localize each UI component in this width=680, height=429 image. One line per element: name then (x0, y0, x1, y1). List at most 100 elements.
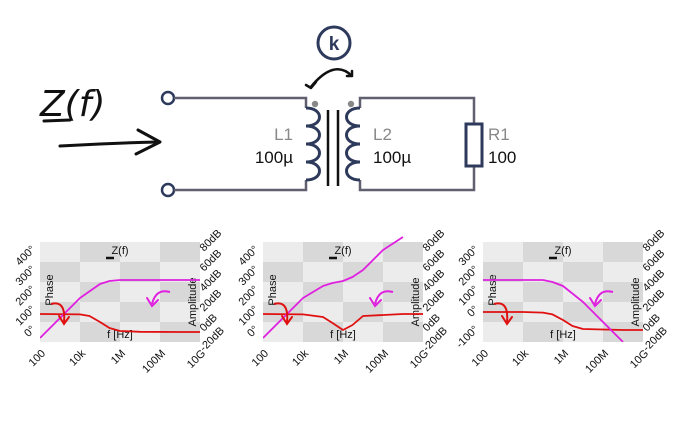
x-tick: 100M (363, 348, 391, 376)
grid-cell (343, 282, 383, 302)
amplitude-axis-label: Amplitude (410, 278, 422, 327)
y-left-tick: 0° (245, 324, 261, 340)
terminal-bottom (160, 182, 176, 198)
x-tick: 1M (332, 348, 351, 367)
grid-cell (563, 282, 603, 302)
x-tick: 1M (552, 348, 571, 367)
input-arrow-head (134, 128, 162, 156)
bode-chart-1: Z(f)0°100°200°300°400°-20dB0dB20dB40dB60… (14, 227, 227, 375)
grid-cell (483, 262, 523, 282)
grid-cell (603, 242, 643, 262)
grid-cell (383, 322, 423, 342)
amplitude-axis-label: Amplitude (187, 278, 199, 327)
amplitude-pointer-arrow (151, 290, 171, 305)
grid-cell (80, 262, 120, 282)
grid-cell (263, 262, 303, 282)
phase-pointer-head (281, 315, 293, 326)
grid-cell (383, 302, 423, 322)
phase-curve (263, 313, 423, 331)
transformer-circuit: Z(f) k L1 100µ L2 (39, 25, 516, 198)
grid-cell (120, 282, 160, 302)
grid-cell (483, 282, 523, 302)
grid-cell (303, 282, 343, 302)
x-tick: 100M (140, 348, 168, 376)
grid-cell (523, 262, 563, 282)
phase-pointer-head (58, 315, 70, 326)
grid-cell (483, 242, 523, 262)
grid-cell (120, 302, 160, 322)
grid-cell (563, 242, 603, 262)
grid-cell (263, 242, 303, 262)
y-right-tick: 80dB (641, 227, 668, 254)
grid-cell (303, 302, 343, 322)
l2-value: 100µ (373, 148, 411, 167)
y-left-tick: 200° (14, 284, 39, 309)
underline-mark (42, 118, 72, 123)
phase-axis-label: Phase (487, 274, 499, 305)
grid-cell (483, 322, 523, 342)
phase-pointer-arrow (50, 302, 66, 323)
coupling-arc (309, 68, 353, 89)
inductor-l2 (345, 106, 361, 182)
x-tick: 100 (27, 348, 48, 369)
grid-cell (603, 322, 643, 342)
phase-axis-label: Phase (267, 274, 279, 305)
y-right-tick: 40dB (421, 267, 448, 294)
phase-axis-label: Phase (44, 274, 56, 305)
grid-cell (603, 302, 643, 322)
grid-cell (523, 322, 563, 342)
y-left-tick: 200° (457, 264, 482, 289)
grid-cell (160, 242, 200, 262)
y-left-tick: 300° (237, 264, 262, 289)
phase-pointer-arrow (493, 302, 509, 323)
amplitude-pointer-arrow (594, 290, 614, 305)
grid-cell (383, 242, 423, 262)
phase-curve (40, 313, 200, 333)
chart-title: Z(f) (554, 245, 571, 257)
x-tick: 100M (583, 348, 611, 376)
amplitude-curve (40, 279, 200, 339)
r1-value: 100 (488, 148, 516, 167)
y-right-tick: 80dB (198, 227, 225, 254)
amplitude-axis-label: Amplitude (630, 278, 642, 327)
grid-cell (303, 322, 343, 342)
grid-cell (160, 302, 200, 322)
grid-cell (160, 262, 200, 282)
amplitude-curve (263, 236, 404, 339)
amplitude-pointer-head (589, 297, 602, 308)
impedance-label: Z(f) (39, 84, 105, 125)
grid-cell (303, 262, 343, 282)
polarity-dot-l2 (347, 100, 355, 108)
r1-name: R1 (488, 125, 510, 144)
y-left-tick: 100° (237, 304, 262, 329)
y-left-tick: 0° (22, 324, 38, 340)
y-left-tick: 200° (237, 284, 262, 309)
grid-cell (343, 302, 383, 322)
grid-cell (80, 282, 120, 302)
grid-cell (80, 322, 120, 342)
y-right-tick: 60dB (198, 247, 225, 274)
x-tick: 100 (250, 348, 271, 369)
grid-cell (563, 302, 603, 322)
bode-chart-3: Z(f)-100°0°100°200°300°-20dB0dB20dB40dB6… (454, 227, 670, 375)
x-axis-label: f [Hz] (550, 329, 576, 341)
l2-name: L2 (373, 125, 392, 144)
x-tick: 10k (290, 347, 311, 368)
chart-title: Z(f) (111, 245, 128, 257)
y-right-tick: 60dB (641, 247, 668, 274)
phase-pointer-arrow (273, 302, 289, 323)
amplitude-pointer-head (369, 297, 382, 308)
amplitude-curve (483, 279, 624, 342)
coupling-circle (316, 25, 352, 61)
bode-chart-2: Z(f)0°100°200°300°400°-20dB0dB20dB40dB60… (237, 227, 450, 375)
y-left-tick: -100° (454, 324, 481, 351)
grid-cell (120, 242, 160, 262)
grid-cell (603, 262, 643, 282)
terminal-top (160, 90, 176, 106)
l1-value: 100µ (255, 148, 293, 167)
y-left-tick: 400° (237, 244, 262, 269)
grid-cell (40, 242, 80, 262)
y-left-tick: 400° (14, 244, 39, 269)
l1-name: L1 (274, 125, 293, 144)
